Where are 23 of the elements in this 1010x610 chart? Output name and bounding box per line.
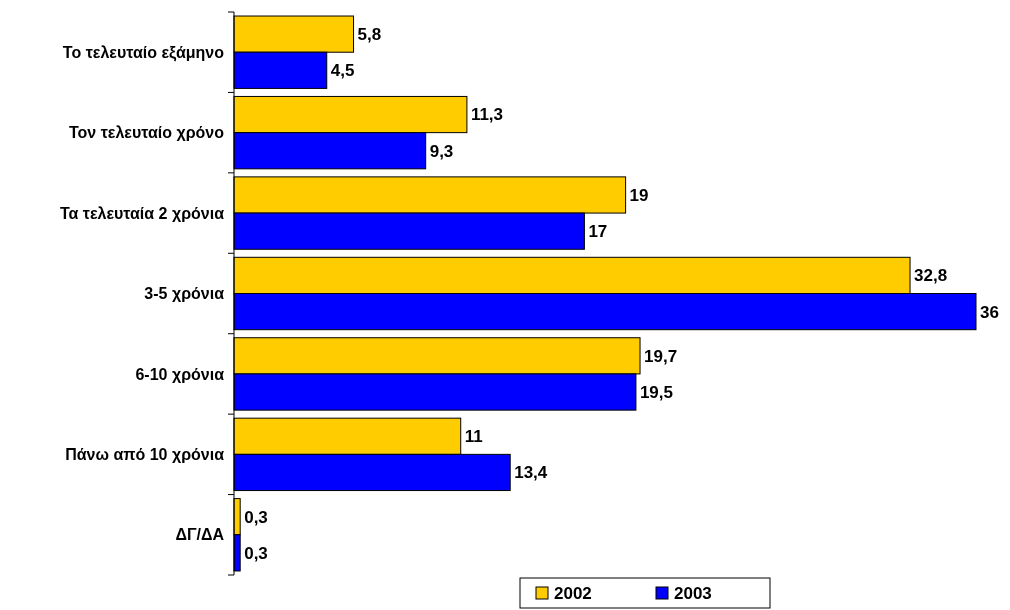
data-label: 19 [629,185,649,205]
y-tick-label: Πάνω από 10 χρόνια [65,445,225,463]
y-tick-label: 6-10 χρόνια [135,365,225,383]
data-label: 19,5 [639,382,674,402]
y-tick-label: ΔΓ/ΔΑ [175,526,225,544]
y-tick-label: Τον τελευταίο χρόνο [69,124,225,142]
y-tick-label: Το τελευταίο εξάμηνο [62,43,225,62]
data-label: 0,3 [244,543,268,563]
data-label: 5,8 [357,25,382,45]
data-label: 17 [588,222,608,242]
y-tick-label: 3-5 χρόνια [144,285,225,303]
data-label: 0,3 [244,507,268,527]
data-label: 19,7 [644,346,678,366]
legend-label: 2002 [554,583,592,603]
legend-label: 2003 [674,583,712,603]
data-label: 32,8 [914,266,948,286]
data-label: 13,4 [514,463,548,483]
data-label: 11 [464,427,483,447]
data-label: 11,3 [470,105,504,125]
data-label: 36 [980,302,999,322]
data-label: 4,5 [330,61,355,81]
y-tick-label: Τα τελευταία 2 χρόνια [59,204,225,222]
data-label: 9,3 [429,141,454,161]
